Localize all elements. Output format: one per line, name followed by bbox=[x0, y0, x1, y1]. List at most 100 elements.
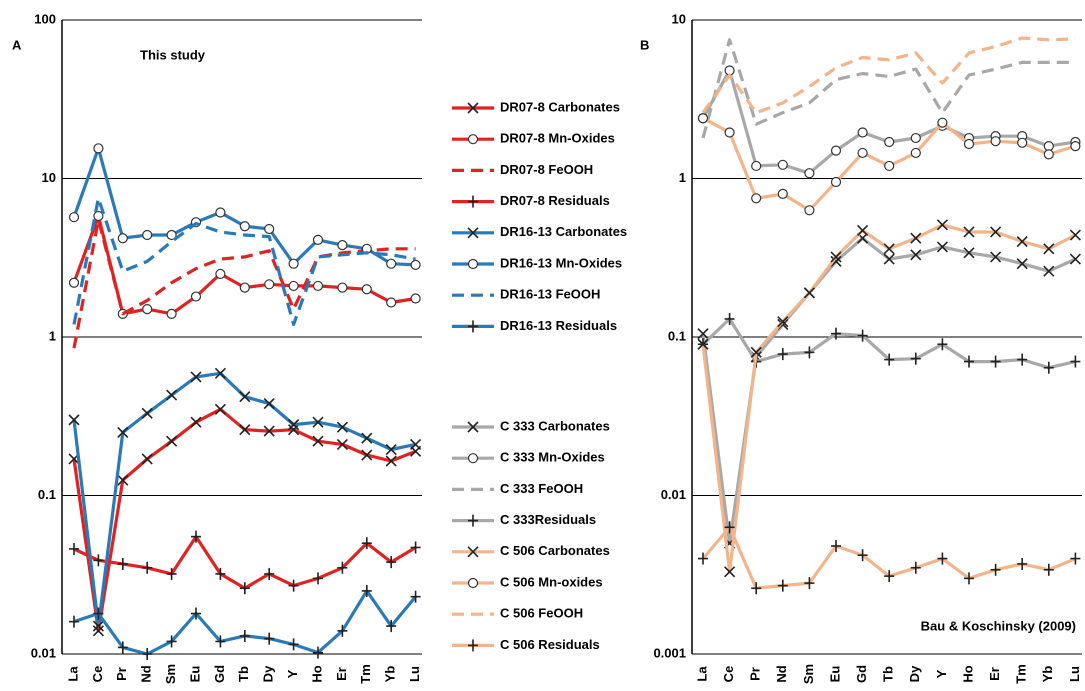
legend-marker-ring bbox=[467, 577, 479, 589]
data-point-stroke bbox=[117, 426, 129, 438]
data-point-stroke bbox=[361, 432, 373, 444]
legend-marker bbox=[467, 102, 479, 114]
legend-marker bbox=[467, 546, 479, 558]
data-point bbox=[93, 607, 104, 620]
data-point bbox=[884, 136, 895, 148]
data-point-ring bbox=[215, 207, 226, 218]
data-point bbox=[1017, 353, 1028, 366]
y-tick-label: 0.01 bbox=[31, 645, 56, 660]
x-tick-label: Dy bbox=[907, 665, 922, 682]
data-point-stroke bbox=[68, 414, 80, 426]
data-point bbox=[312, 234, 324, 245]
x-tick-label: Er bbox=[334, 667, 349, 681]
data-point-ring bbox=[68, 212, 80, 223]
x-tick-label: Pr bbox=[748, 667, 763, 681]
data-point bbox=[166, 389, 178, 401]
data-point-ring bbox=[288, 280, 299, 292]
data-point bbox=[963, 247, 975, 259]
data-point bbox=[337, 561, 348, 574]
data-point-ring bbox=[884, 160, 895, 172]
data-point-ring bbox=[288, 258, 299, 269]
data-point-stroke bbox=[910, 232, 922, 244]
data-point-ring bbox=[937, 117, 948, 128]
data-point bbox=[990, 563, 1001, 576]
y-tick-label: 10 bbox=[42, 170, 56, 185]
data-point-stroke bbox=[190, 371, 202, 383]
data-point bbox=[724, 312, 735, 325]
data-point bbox=[117, 233, 128, 244]
data-point bbox=[141, 407, 153, 419]
legend-label: DR16-13 FeOOH bbox=[500, 287, 600, 302]
data-point-ring bbox=[910, 147, 921, 159]
data-point bbox=[1069, 253, 1081, 265]
data-point bbox=[166, 567, 177, 580]
data-point bbox=[410, 293, 421, 304]
data-point bbox=[93, 210, 104, 222]
data-point bbox=[777, 159, 788, 170]
data-point bbox=[337, 240, 348, 251]
data-point-ring bbox=[68, 277, 80, 288]
data-point bbox=[830, 145, 842, 156]
data-point-stroke bbox=[336, 421, 348, 433]
data-point bbox=[361, 432, 373, 444]
x-tick-label: Gd bbox=[212, 665, 227, 683]
data-point-ring bbox=[142, 229, 153, 241]
series-line bbox=[701, 236, 1077, 545]
data-point bbox=[264, 279, 275, 290]
data-point-stroke bbox=[190, 416, 202, 428]
data-point bbox=[166, 435, 178, 447]
data-point bbox=[1043, 265, 1055, 277]
legend-marker-ring bbox=[467, 134, 479, 145]
data-point bbox=[1043, 149, 1054, 160]
series-line bbox=[72, 196, 416, 326]
data-point bbox=[410, 438, 422, 450]
data-point bbox=[142, 303, 153, 315]
data-point-ring bbox=[264, 279, 275, 290]
x-tick-label: Tb bbox=[881, 666, 896, 682]
data-point bbox=[264, 632, 275, 645]
data-point bbox=[1043, 563, 1054, 576]
legend-label: DR07-8 Mn-Oxides bbox=[500, 131, 615, 146]
x-tick-label: Ho bbox=[309, 665, 324, 682]
data-point-stroke bbox=[990, 251, 1002, 263]
data-point-stroke bbox=[1069, 253, 1081, 265]
legend-label: DR16-13 Carbonates bbox=[500, 224, 627, 239]
x-tick-label: La bbox=[694, 666, 709, 682]
data-point bbox=[92, 620, 104, 632]
data-point bbox=[883, 243, 895, 255]
data-point bbox=[264, 567, 275, 580]
y-tick-label: 0.01 bbox=[661, 487, 686, 502]
data-point-stroke bbox=[141, 453, 153, 465]
data-point bbox=[857, 329, 868, 342]
data-point-ring bbox=[804, 168, 815, 179]
data-point-stroke bbox=[361, 449, 373, 461]
data-point bbox=[239, 424, 251, 436]
data-point bbox=[937, 338, 948, 351]
data-point bbox=[117, 641, 128, 654]
series-line bbox=[701, 223, 1077, 574]
data-point bbox=[697, 328, 709, 340]
data-point-stroke bbox=[936, 219, 948, 231]
data-point-stroke bbox=[214, 367, 226, 379]
data-point-ring bbox=[1043, 149, 1054, 160]
data-point-ring bbox=[337, 240, 348, 251]
legend-label: C 506 FeOOH bbox=[500, 606, 583, 621]
data-point bbox=[190, 371, 202, 383]
legend-label: C 333Residuals bbox=[500, 512, 596, 527]
data-point-stroke bbox=[830, 255, 842, 267]
data-point-ring bbox=[830, 176, 842, 188]
data-point bbox=[93, 143, 104, 154]
data-point bbox=[361, 284, 372, 295]
data-point bbox=[1043, 361, 1054, 374]
data-point bbox=[117, 426, 129, 438]
data-point bbox=[337, 282, 348, 293]
data-point bbox=[963, 226, 975, 238]
data-point bbox=[804, 346, 815, 359]
legend-marker bbox=[467, 258, 479, 270]
data-point bbox=[724, 127, 735, 138]
data-point bbox=[93, 554, 104, 567]
data-point bbox=[288, 258, 299, 269]
data-point-stroke bbox=[166, 435, 178, 447]
data-point bbox=[777, 188, 788, 199]
data-point bbox=[698, 552, 708, 565]
